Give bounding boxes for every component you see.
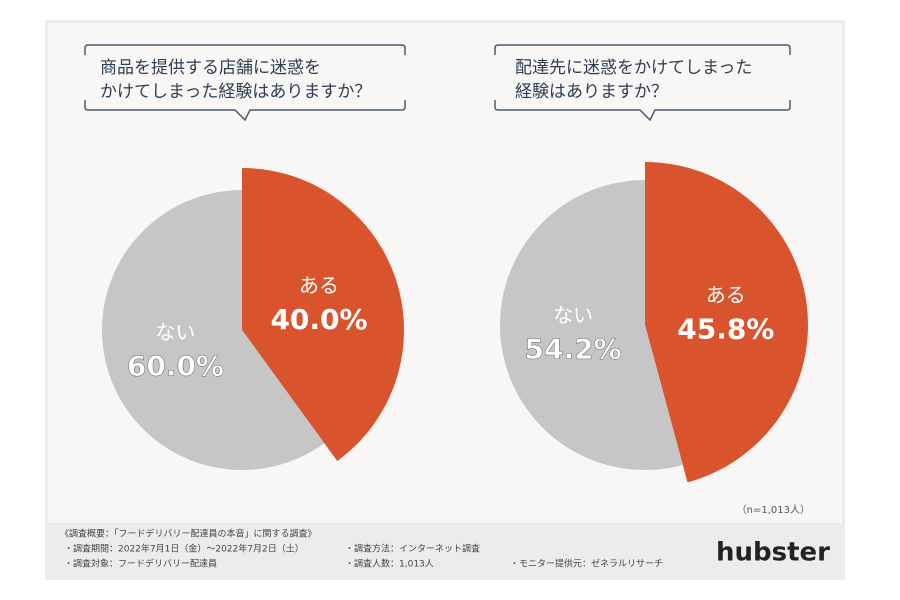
survey-item: ・調査対象：フードデリバリー配達員 bbox=[64, 558, 217, 570]
pie-slice bbox=[102, 190, 325, 470]
slice-category: ある bbox=[706, 283, 746, 307]
slice-category: ある bbox=[299, 273, 339, 297]
bubble bbox=[84, 44, 406, 122]
slice-category: ない bbox=[155, 320, 195, 344]
survey-item: ・調査人数：1,013人 bbox=[345, 558, 434, 570]
slice-value: 40.0% bbox=[270, 303, 367, 336]
survey-item: ・調査方法：インターネット調査 bbox=[345, 543, 480, 555]
survey-heading: 《調査概要：「フードデリバリー配達員の本音」に関する調査》 bbox=[60, 528, 317, 540]
logo: hubster bbox=[716, 538, 830, 568]
question: 商品を提供する店舗に迷惑を bbox=[100, 58, 321, 78]
pie-slice bbox=[242, 168, 405, 462]
sample-note: （n=1,013人） bbox=[737, 504, 810, 516]
question: かけてしまった経験はありますか？ bbox=[100, 82, 371, 102]
survey-item: ・モニター提供元：ゼネラルリサーチ bbox=[510, 558, 663, 570]
pie-slice bbox=[645, 162, 808, 483]
slice-value: 60.0% bbox=[127, 350, 224, 383]
bubble bbox=[494, 44, 791, 122]
slice-value: 54.2% bbox=[525, 333, 622, 366]
survey-item: ・調査期間：2022年7月1日（金）～2022年7月2日（土） bbox=[64, 543, 304, 555]
pie-slice bbox=[499, 180, 683, 471]
slice-category: ない bbox=[553, 303, 593, 327]
question: 経験はありますか？ bbox=[515, 82, 668, 102]
slice-value: 45.8% bbox=[677, 312, 774, 345]
question: 配達先に迷惑をかけてしまった bbox=[515, 58, 752, 78]
